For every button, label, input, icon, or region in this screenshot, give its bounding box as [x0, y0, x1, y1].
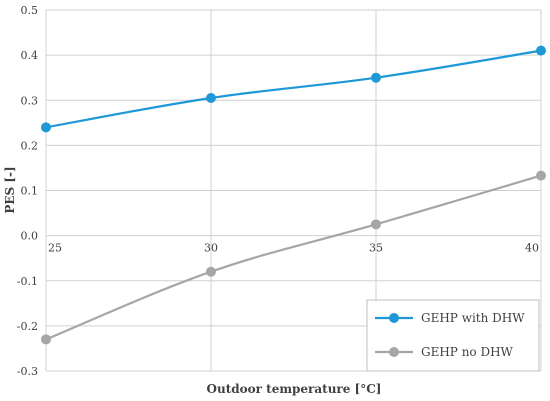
data-point	[206, 92, 216, 103]
x-tick-label: 40	[525, 242, 539, 255]
data-point	[206, 266, 216, 277]
x-tick-label: 30	[204, 242, 218, 255]
series	[41, 45, 546, 345]
y-tick-label: 0.1	[21, 185, 39, 198]
tick-labels: 0.5 0.4 0.3 0.2 0.1 0.0 -0.1 -0.2 -0.3 25 30 35 40	[17, 4, 539, 378]
legend-label-0: GEHP with DHW	[421, 311, 525, 325]
y-tick-label: -0.2	[17, 320, 38, 333]
y-axis-title: PES [-]	[3, 166, 17, 213]
data-point	[41, 334, 51, 345]
x-tick-label: 35	[369, 242, 383, 255]
legend-label-1: GEHP no DHW	[421, 345, 514, 359]
y-tick-label: 0.5	[21, 4, 39, 17]
data-point	[371, 219, 381, 230]
y-tick-label: -0.1	[17, 275, 38, 288]
y-tick-label: 0.0	[21, 230, 39, 243]
legend: GEHP with DHW GEHP no DHW	[366, 299, 540, 372]
legend-marker-1	[389, 347, 399, 357]
data-point	[536, 45, 546, 56]
y-tick-label: 0.2	[21, 139, 39, 152]
legend-box	[366, 299, 540, 372]
legend-marker-0	[389, 313, 399, 323]
series-line-1	[45, 174, 542, 341]
y-tick-label: 0.3	[21, 94, 39, 107]
x-axis-title: Outdoor temperature [°C]	[207, 382, 382, 396]
data-point	[371, 72, 381, 83]
y-tick-label: 0.4	[21, 49, 39, 62]
x-tick-label: 25	[48, 242, 62, 255]
grid	[45, 9, 542, 372]
data-point	[536, 170, 546, 181]
y-tick-label: -0.3	[17, 365, 38, 378]
series-line-0	[45, 49, 542, 129]
data-point	[41, 122, 51, 133]
